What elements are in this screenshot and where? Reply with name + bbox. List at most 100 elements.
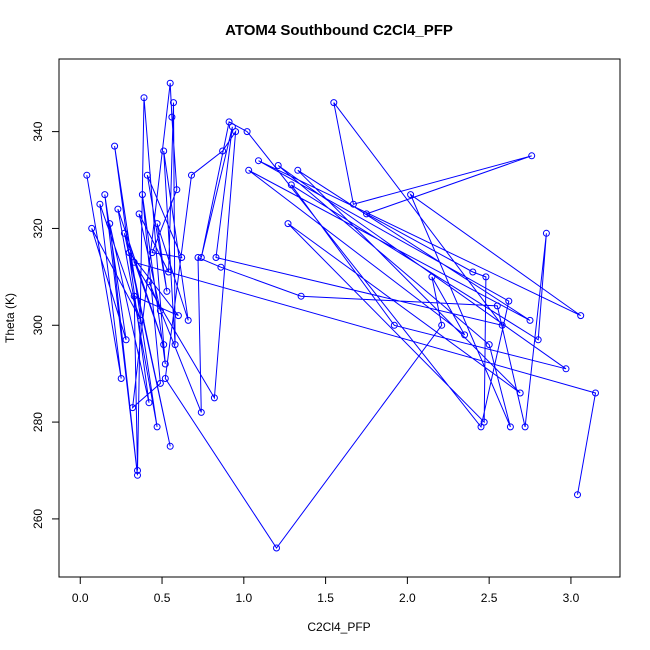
data-point: [143, 171, 151, 179]
x-tick-label: 1.5: [317, 591, 334, 605]
data-point: [243, 128, 251, 136]
data-point: [480, 418, 488, 426]
x-tick-label: 0.5: [154, 591, 171, 605]
data-point: [166, 79, 174, 87]
y-tick-label: 300: [31, 315, 45, 335]
data-point: [140, 94, 148, 102]
data-point: [516, 389, 524, 397]
data-point: [197, 254, 205, 261]
data-point: [161, 375, 169, 382]
data-point: [592, 389, 599, 397]
data-point: [294, 166, 302, 174]
data-point: [217, 263, 225, 271]
y-tick-label: 320: [31, 218, 45, 238]
data-point: [506, 423, 514, 431]
data-point: [145, 278, 153, 286]
x-tick-label: 2.0: [399, 591, 416, 605]
data-point: [542, 229, 550, 237]
data-point: [284, 220, 292, 228]
chart-title: ATOM4 Southbound C2Cl4_PFP: [225, 22, 453, 39]
data-point: [505, 297, 513, 305]
data-point: [407, 191, 415, 199]
x-tick-label: 3.0: [563, 591, 580, 605]
data-point: [577, 312, 585, 320]
y-tick-label: 340: [31, 121, 45, 141]
data-point: [363, 210, 370, 218]
data-point: [125, 249, 133, 257]
data-point: [122, 336, 130, 344]
data-point: [163, 287, 171, 295]
data-point: [534, 336, 542, 344]
data-point: [88, 224, 96, 232]
x-axis: 0.0 0.5 1.0 1.5 2.0 2.5 3.0: [72, 576, 580, 605]
data-point: [145, 399, 153, 407]
data-point: [349, 200, 357, 208]
data-point: [197, 408, 205, 416]
data-point: [156, 379, 164, 387]
data-point: [330, 99, 338, 107]
y-tick-label: 280: [31, 412, 45, 432]
data-point: [114, 205, 122, 213]
data-point: [96, 200, 104, 208]
data-point: [477, 423, 485, 431]
data-point: [148, 249, 156, 257]
data-point: [461, 331, 469, 339]
data-point: [219, 147, 227, 155]
data-point: [482, 273, 490, 281]
data-point: [168, 113, 176, 121]
data-point: [106, 220, 114, 228]
data-point: [521, 423, 529, 431]
data-point: [255, 157, 262, 165]
data-point: [493, 302, 501, 310]
data-point: [428, 273, 436, 281]
data-point: [160, 147, 168, 155]
data-point: [173, 186, 181, 194]
data-point: [171, 341, 179, 349]
data-point: [232, 128, 240, 136]
y-axis-title: Theta (K): [3, 293, 17, 343]
data-point: [83, 171, 91, 179]
data-point: [137, 316, 145, 324]
data-point: [212, 254, 220, 261]
data-point: [287, 181, 295, 189]
data-point: [174, 312, 182, 320]
data-point: [160, 341, 168, 349]
data-point: [134, 467, 141, 474]
data-point: [101, 191, 109, 199]
data-point: [297, 292, 305, 300]
data-point: [498, 321, 506, 329]
data-point: [273, 544, 280, 552]
data-point: [528, 152, 536, 160]
x-axis-title: C2Cl4_PFP: [307, 620, 370, 634]
data-point: [134, 471, 141, 479]
data-point: [485, 341, 493, 349]
data-point: [469, 268, 477, 276]
x-tick-label: 0.0: [72, 591, 89, 605]
data-point: [438, 321, 446, 329]
data-point: [574, 491, 581, 499]
y-tick-label: 260: [31, 509, 45, 529]
data-point: [178, 254, 186, 261]
data-point: [135, 210, 143, 218]
data-point: [120, 229, 128, 237]
x-tick-label: 1.0: [235, 591, 252, 605]
data-point: [188, 171, 195, 179]
data-point: [526, 316, 534, 324]
data-point: [129, 404, 137, 412]
data-point: [170, 99, 177, 107]
data-point: [138, 191, 146, 199]
data-point: [184, 316, 192, 324]
data-point: [130, 292, 138, 300]
data-point: [274, 162, 282, 169]
data-point: [161, 360, 169, 368]
data-point: [153, 220, 161, 228]
data-point: [130, 258, 138, 266]
data-point: [210, 394, 218, 402]
data-point: [166, 442, 174, 450]
x-tick-label: 2.5: [481, 591, 498, 605]
data-point: [390, 321, 398, 329]
data-point: [562, 365, 570, 373]
series-layer: [83, 79, 599, 552]
data-point: [228, 123, 236, 131]
